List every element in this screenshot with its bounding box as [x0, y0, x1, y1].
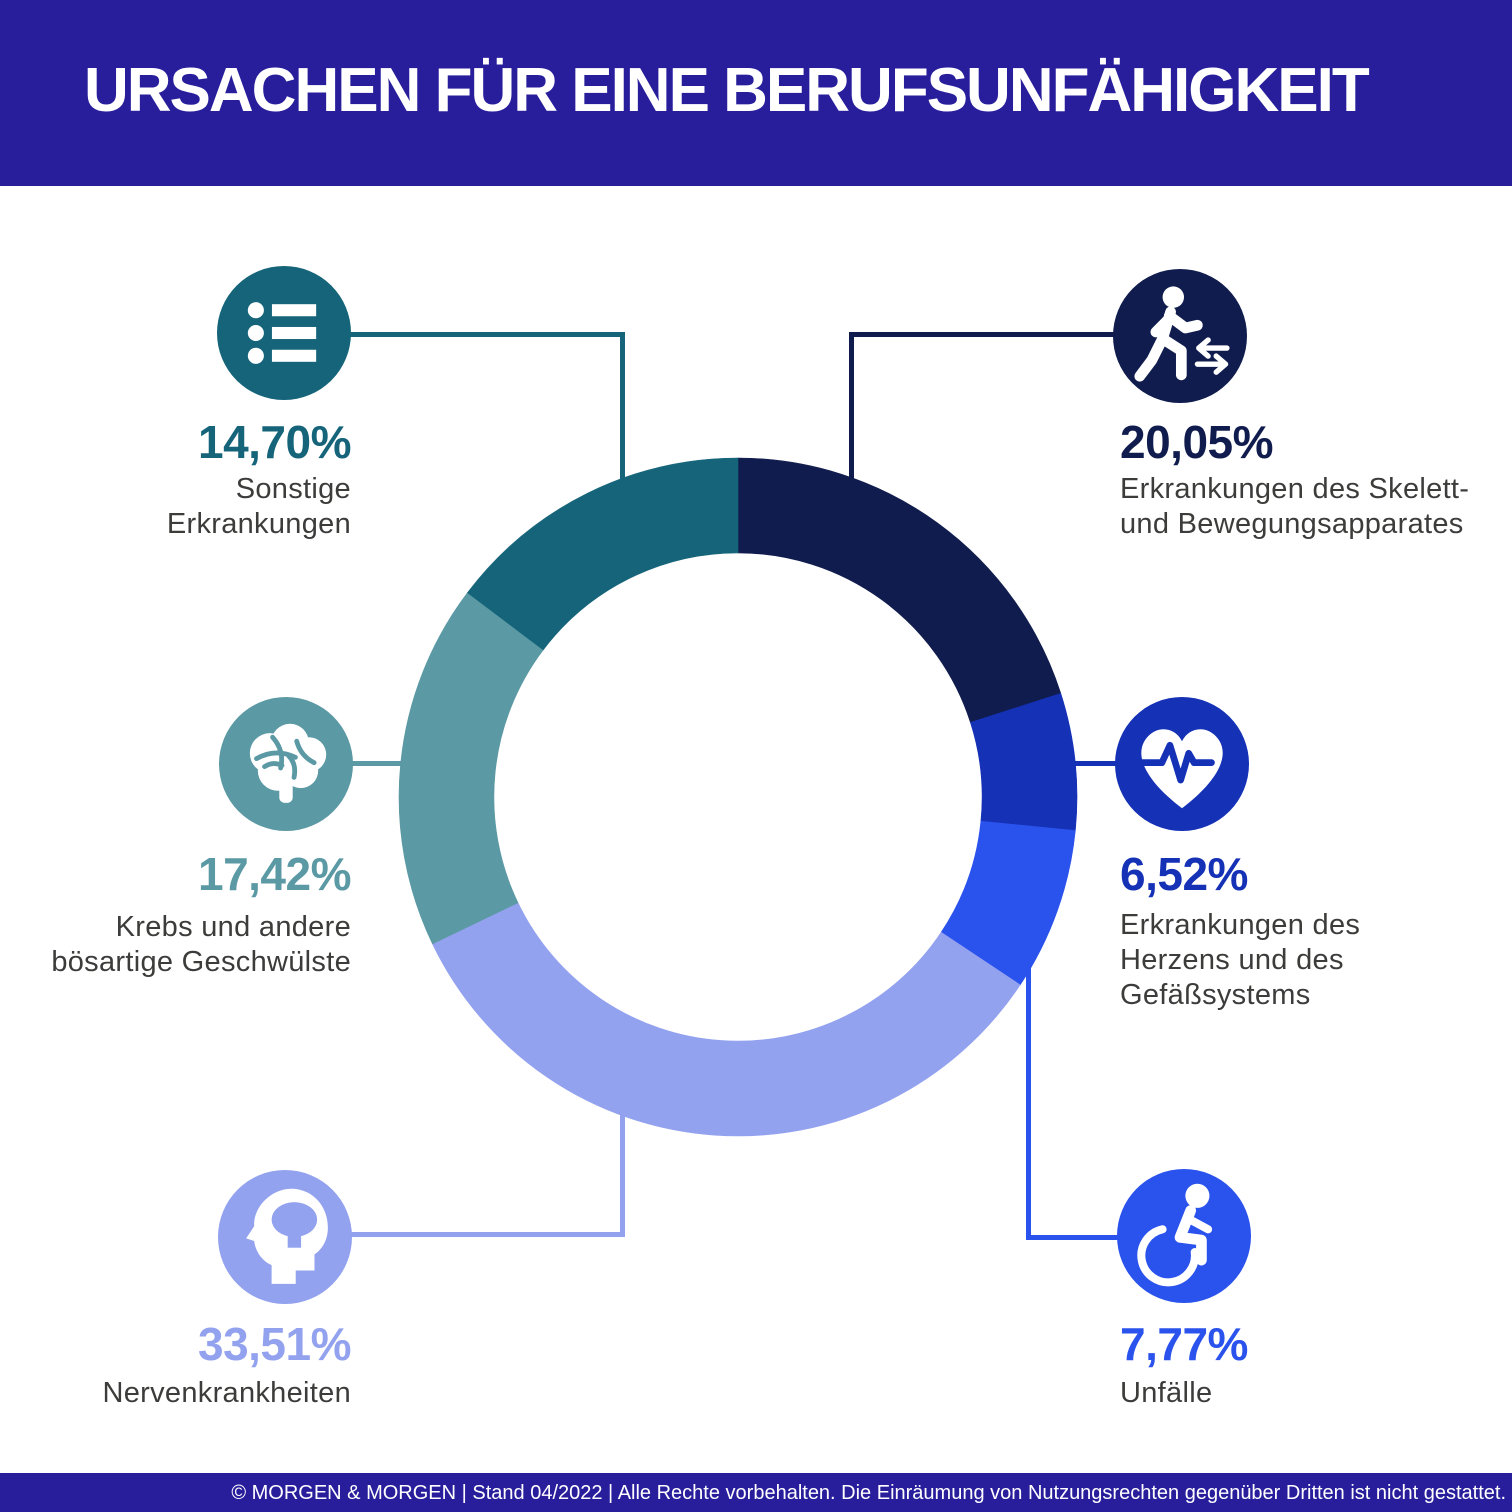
- connector-sonstige-horizontal: [349, 332, 622, 337]
- percent-krebs: 17,42%: [197, 848, 352, 900]
- head-profile-icon: [246, 1188, 328, 1284]
- percent-sonstige: 14,70%: [197, 416, 352, 468]
- connector-unfaelle-vertical: [1026, 965, 1031, 1240]
- callout-icon-herz: [1115, 697, 1249, 831]
- connector-skelett-horizontal: [849, 332, 1117, 337]
- donut-chart: [398, 457, 1078, 1137]
- percent-skelett: 20,05%: [1120, 416, 1274, 468]
- label-herz: Erkrankungen des Herzens und des Gefäßsy…: [1120, 909, 1361, 1011]
- footer-text: © MORGEN & MORGEN | Stand 04/2022 | Alle…: [231, 1482, 1506, 1504]
- header-bar: URSACHEN FÜR EINE BERUFSUNFÄHIGKEIT: [0, 0, 1512, 186]
- walking-person-icon: [1134, 286, 1230, 382]
- wheelchair-icon: [1137, 1183, 1213, 1287]
- callout-icon-nerven: [218, 1170, 352, 1304]
- callout-icon-unfaelle: [1117, 1169, 1251, 1303]
- percent-nerven: 33,51%: [197, 1318, 352, 1370]
- callout-icon-sonstige: [217, 266, 351, 400]
- connector-herz-horizontal: [1068, 761, 1118, 766]
- label-sonstige: Sonstige Erkrankungen: [166, 473, 351, 540]
- connector-sonstige-vertical: [620, 332, 625, 482]
- label-nerven: Nervenkrankheiten: [102, 1377, 351, 1409]
- label-skelett: Erkrankungen des Skelett- und Bewegungsa…: [1120, 473, 1470, 540]
- connector-krebs-horizontal: [350, 761, 406, 766]
- connector-skelett-vertical: [849, 332, 854, 482]
- donut-segment-nerven: [432, 902, 1021, 1137]
- page-title: URSACHEN FÜR EINE BERUFSUNFÄHIGKEIT: [84, 56, 1370, 125]
- list-icon: [247, 302, 317, 364]
- percent-herz: 6,52%: [1120, 848, 1248, 900]
- connector-nerven-horizontal: [349, 1232, 622, 1237]
- heart-pulse-icon: [1137, 729, 1223, 809]
- brain-icon: [249, 723, 327, 803]
- percent-unfaelle: 7,77%: [1120, 1318, 1248, 1370]
- connector-unfaelle-horizontal: [1026, 1235, 1118, 1240]
- donut-segment-sonstige: [467, 457, 739, 651]
- label-unfaelle: Unfälle: [1120, 1377, 1213, 1409]
- donut-segment-krebs: [398, 592, 544, 945]
- label-krebs: Krebs und andere bösartige Geschwülste: [51, 911, 351, 978]
- footer-bar: © MORGEN & MORGEN | Stand 04/2022 | Alle…: [0, 1473, 1512, 1512]
- callout-icon-skelett: [1113, 269, 1247, 403]
- donut-segment-skelett: [737, 457, 1062, 723]
- connector-nerven-vertical: [620, 1110, 625, 1237]
- callout-icon-krebs: [219, 697, 353, 831]
